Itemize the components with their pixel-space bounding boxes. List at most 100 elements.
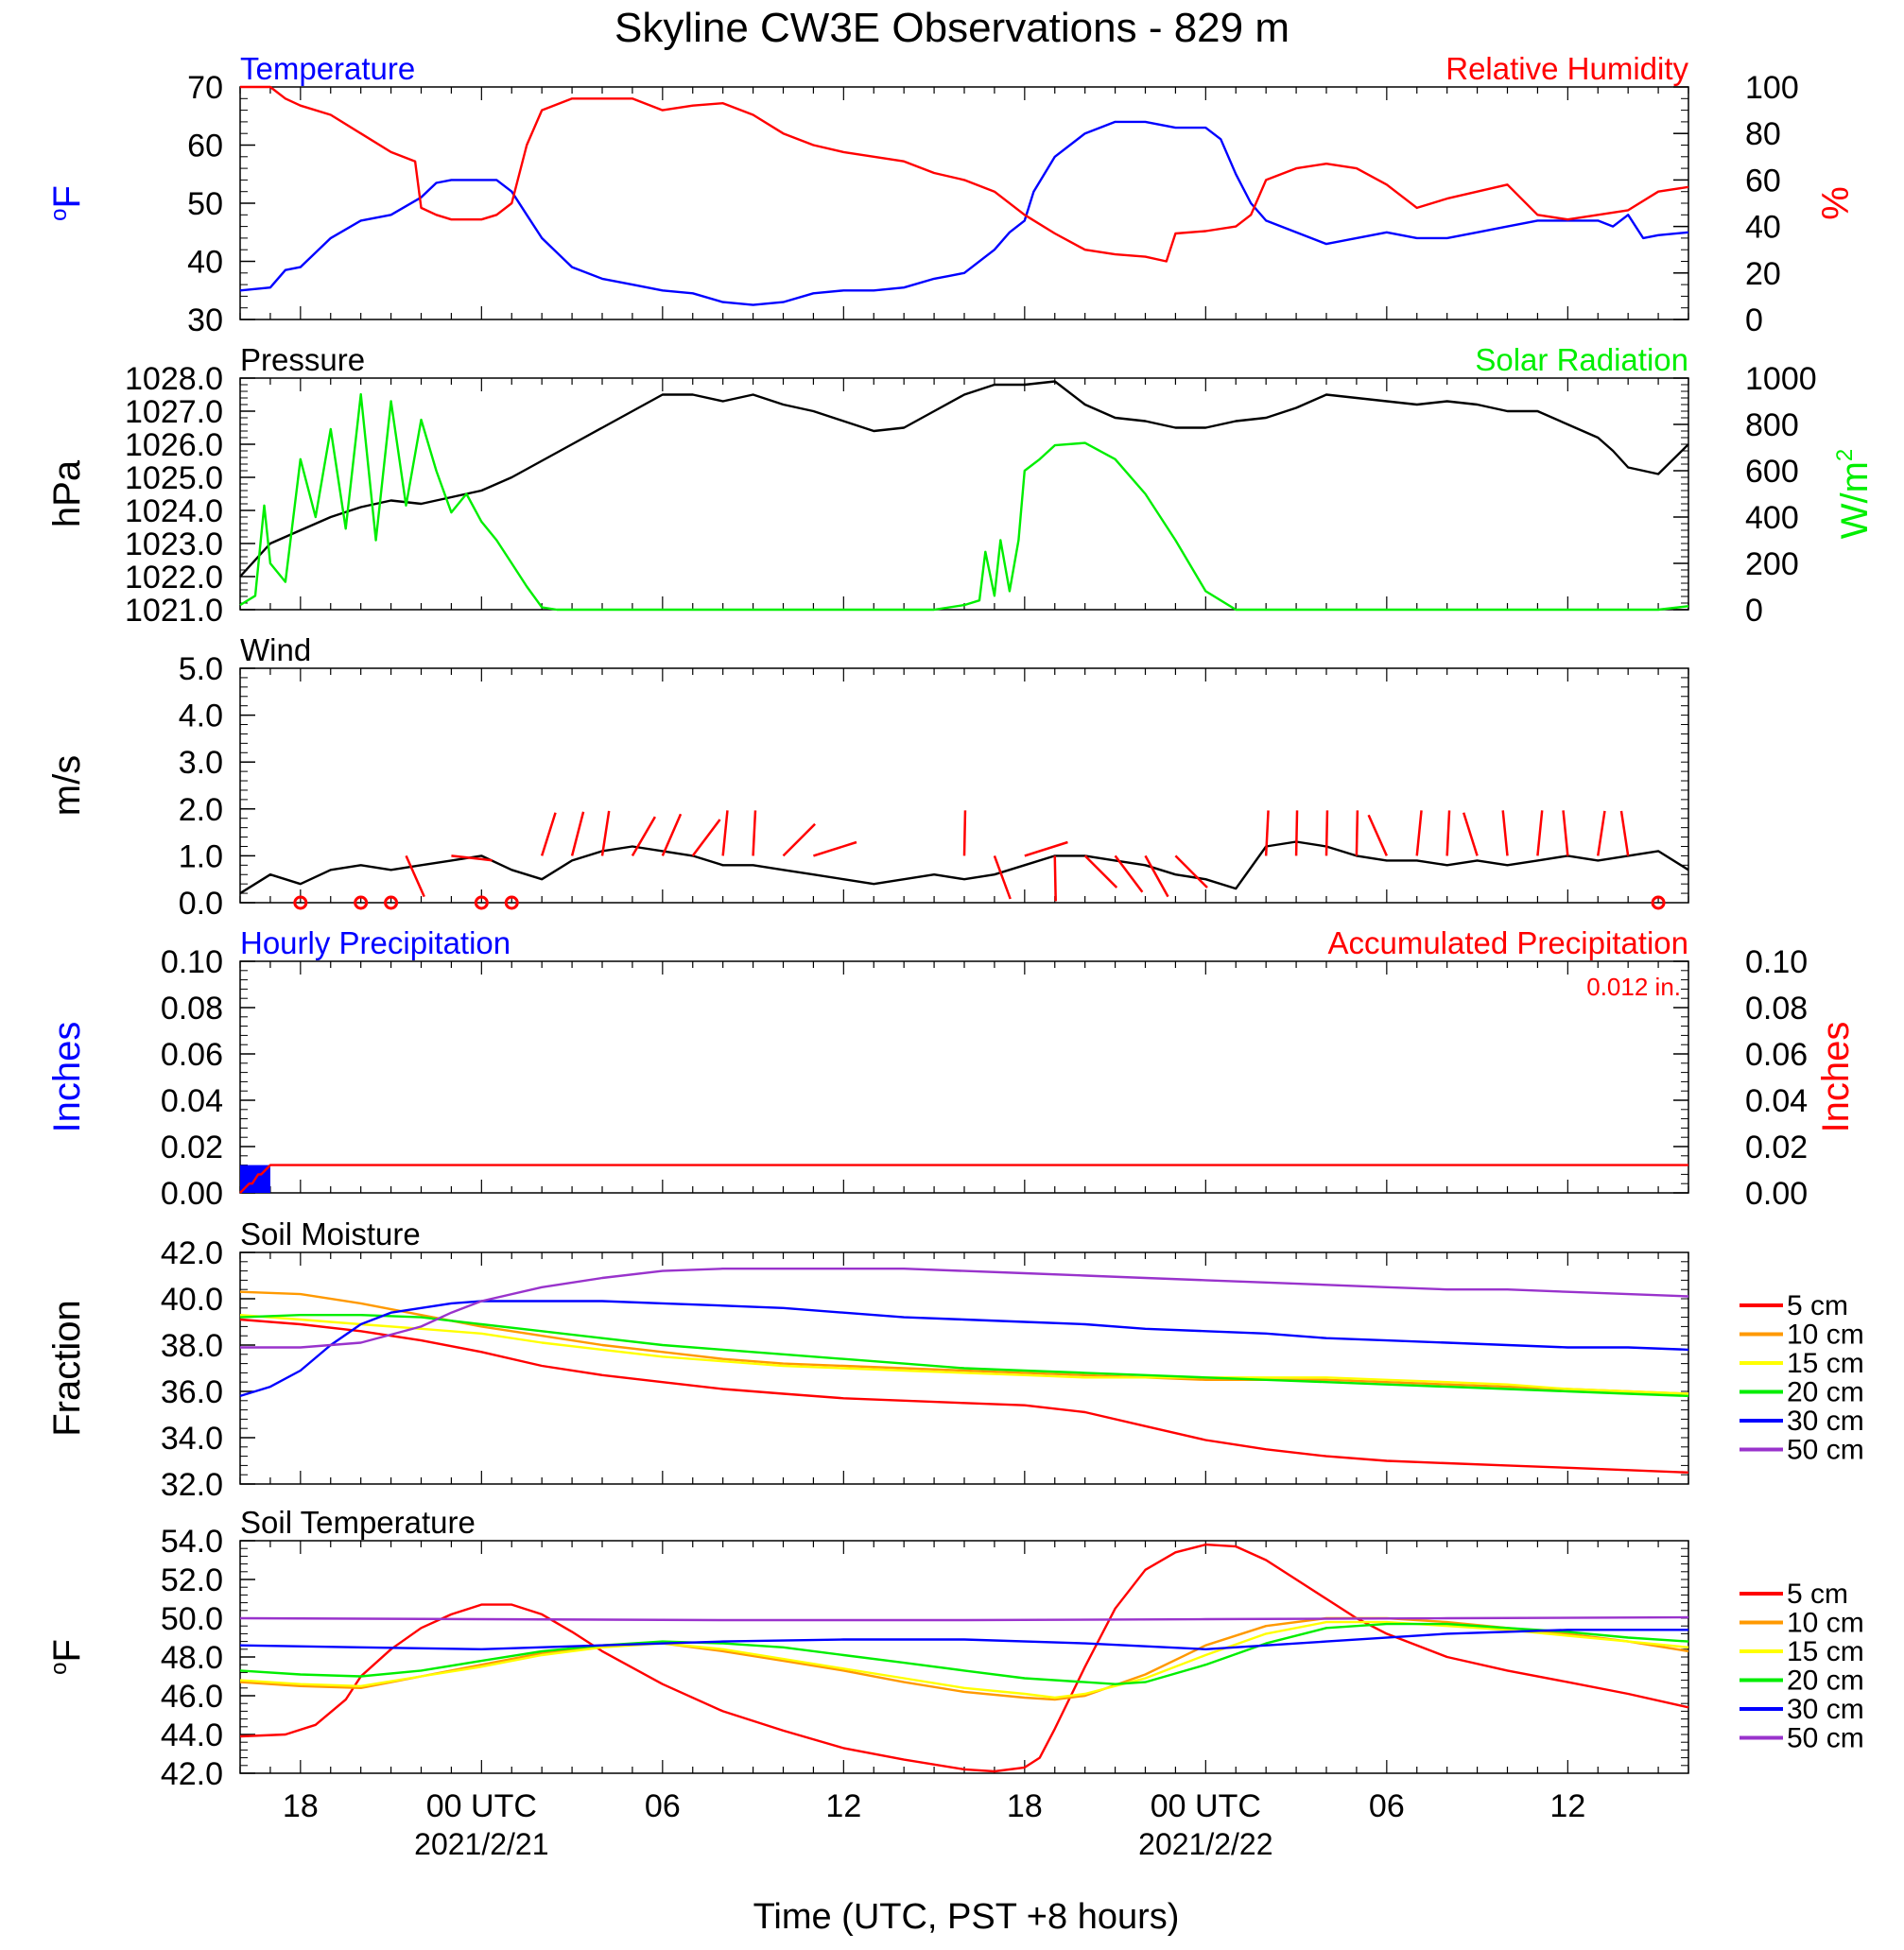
y-tick-label: 42.0 bbox=[161, 1235, 223, 1271]
wind-barb bbox=[1536, 810, 1544, 856]
y-tick-label-right: 200 bbox=[1745, 546, 1799, 582]
legend-label: 5 cm bbox=[1787, 1579, 1848, 1610]
x-tick-date: 2021/2/22 bbox=[1138, 1827, 1272, 1861]
wind-barb bbox=[1294, 810, 1299, 856]
y-tick-label: 1026.0 bbox=[125, 427, 223, 463]
legend-label: 20 cm bbox=[1787, 1377, 1864, 1408]
y-tick-label: 0.10 bbox=[161, 944, 223, 980]
y-tick-label: 40.0 bbox=[161, 1282, 223, 1318]
wind-barb bbox=[1053, 855, 1057, 902]
series-line-50-cm bbox=[239, 1615, 1689, 1622]
legend-label: 10 cm bbox=[1787, 1608, 1864, 1639]
wind-barb bbox=[1083, 854, 1118, 889]
y-tick-label-right: 800 bbox=[1745, 407, 1799, 443]
y-tick-label-right: 100 bbox=[1745, 70, 1799, 106]
accumulation-total: 0.012 in. bbox=[1586, 973, 1681, 1001]
x-tick-label: 12 bbox=[1549, 1788, 1585, 1824]
y-tick-label: 40 bbox=[187, 245, 223, 281]
legend-label: 30 cm bbox=[1787, 1694, 1864, 1725]
y-axis-title-right: W/m2 bbox=[1832, 449, 1876, 540]
legend-label: 15 cm bbox=[1787, 1636, 1864, 1667]
y-tick-label: 1022.0 bbox=[125, 560, 223, 595]
wind-barb bbox=[1462, 812, 1479, 856]
x-axis-label: Time (UTC, PST +8 hours) bbox=[753, 1897, 1180, 1937]
y-tick-label: 0.08 bbox=[161, 991, 223, 1027]
series-line-pressure bbox=[239, 380, 1689, 578]
wind-barb-calm bbox=[354, 895, 369, 910]
y-tick-label: 1024.0 bbox=[125, 493, 223, 529]
wind-barb bbox=[782, 822, 816, 857]
y-tick-label: 36.0 bbox=[161, 1374, 223, 1410]
y-tick-label: 4.0 bbox=[179, 699, 223, 734]
chart-title: Skyline CW3E Observations - 829 m bbox=[614, 5, 1290, 51]
y-tick-label: 1027.0 bbox=[125, 394, 223, 430]
y-tick-label: 42.0 bbox=[161, 1756, 223, 1792]
wind-barb-calm bbox=[293, 895, 308, 910]
panel-title-left: Soil Moisture bbox=[240, 1217, 421, 1251]
y-tick-label: 44.0 bbox=[161, 1717, 223, 1753]
wind-barb-calm bbox=[1651, 895, 1666, 910]
wind-barb bbox=[1355, 810, 1359, 856]
wind-barb bbox=[721, 810, 729, 856]
x-tick-label: 00 UTC bbox=[1151, 1788, 1261, 1824]
y-tick-label: 70 bbox=[187, 70, 223, 106]
wind-barb bbox=[813, 840, 857, 857]
panel-soil-moisture: 32.0 34.0 36.0 38.0 40.0 42.0 Soil Moisture Fra… bbox=[46, 1217, 1864, 1503]
x-tick-label: 18 bbox=[283, 1788, 319, 1824]
legend-label: 5 cm bbox=[1787, 1290, 1848, 1321]
wind-barb bbox=[1114, 854, 1144, 893]
y-tick-label: 1028.0 bbox=[125, 361, 223, 397]
y-tick-label: 1.0 bbox=[179, 838, 223, 874]
y-tick-label-right: 1000 bbox=[1745, 361, 1817, 397]
wind-barb bbox=[691, 819, 721, 857]
x-tick-label: 06 bbox=[645, 1788, 681, 1824]
y-tick-label: 0.0 bbox=[179, 886, 223, 922]
y-tick-label-right: 60 bbox=[1745, 163, 1781, 198]
y-tick-label: 5.0 bbox=[179, 651, 223, 687]
series-line-30-cm bbox=[239, 1629, 1688, 1651]
wind-barb bbox=[661, 813, 683, 856]
y-tick-label: 46.0 bbox=[161, 1679, 223, 1715]
y-tick-label: 30 bbox=[187, 302, 223, 338]
panel-title-left: Soil Temperature bbox=[240, 1505, 476, 1540]
wind-barb bbox=[1619, 810, 1630, 856]
wind-barb bbox=[962, 810, 967, 856]
y-axis-title-left: hPa bbox=[46, 459, 88, 527]
y-tick-label: 60 bbox=[187, 129, 223, 164]
y-tick-label-right: 0 bbox=[1745, 302, 1763, 338]
legend-label: 15 cm bbox=[1787, 1348, 1864, 1379]
y-tick-label-right: 0 bbox=[1745, 593, 1763, 629]
panel-title-left: Hourly Precipitation bbox=[240, 925, 511, 960]
series-line-10-cm bbox=[239, 1290, 1689, 1395]
y-tick-label: 1023.0 bbox=[125, 526, 223, 562]
y-tick-label: 32.0 bbox=[161, 1467, 223, 1503]
panel-title-left: Wind bbox=[240, 632, 311, 667]
legend-label: 50 cm bbox=[1787, 1435, 1864, 1466]
wind-barb bbox=[1445, 810, 1451, 856]
y-tick-label-right: 0.02 bbox=[1745, 1130, 1808, 1165]
wind-barb bbox=[631, 816, 656, 857]
wind-barb bbox=[600, 810, 611, 856]
x-tick-label: 00 UTC bbox=[426, 1788, 537, 1824]
x-tick-label: 06 bbox=[1369, 1788, 1405, 1824]
wind-barb bbox=[1264, 810, 1270, 856]
wind-barb bbox=[451, 854, 493, 862]
series-line-15-cm bbox=[239, 1314, 1689, 1395]
series-line-wind bbox=[239, 840, 1689, 895]
y-tick-label: 34.0 bbox=[161, 1421, 223, 1457]
y-axis-title-left: m/s bbox=[46, 755, 88, 816]
x-tick-date: 2021/2/21 bbox=[414, 1827, 548, 1861]
series-line-accumulated-precipitation bbox=[239, 1164, 1688, 1194]
series-line-10-cm bbox=[239, 1616, 1689, 1701]
panel-title-left: Pressure bbox=[240, 342, 365, 377]
series-line-30-cm bbox=[239, 1300, 1689, 1398]
y-axis-title-left: oF bbox=[46, 1639, 88, 1675]
y-axis-title-right: Inches bbox=[1815, 1022, 1857, 1133]
y-tick-label: 2.0 bbox=[179, 792, 223, 828]
y-tick-label: 0.04 bbox=[161, 1083, 223, 1119]
series-line-solar-radiation bbox=[239, 392, 1689, 612]
y-tick-label: 50.0 bbox=[161, 1601, 223, 1637]
panel-pressure-solar: 1021.01022.01023.01024.01025.01026.01027… bbox=[46, 342, 1876, 629]
panel-title-right: Accumulated Precipitation bbox=[1327, 925, 1688, 960]
